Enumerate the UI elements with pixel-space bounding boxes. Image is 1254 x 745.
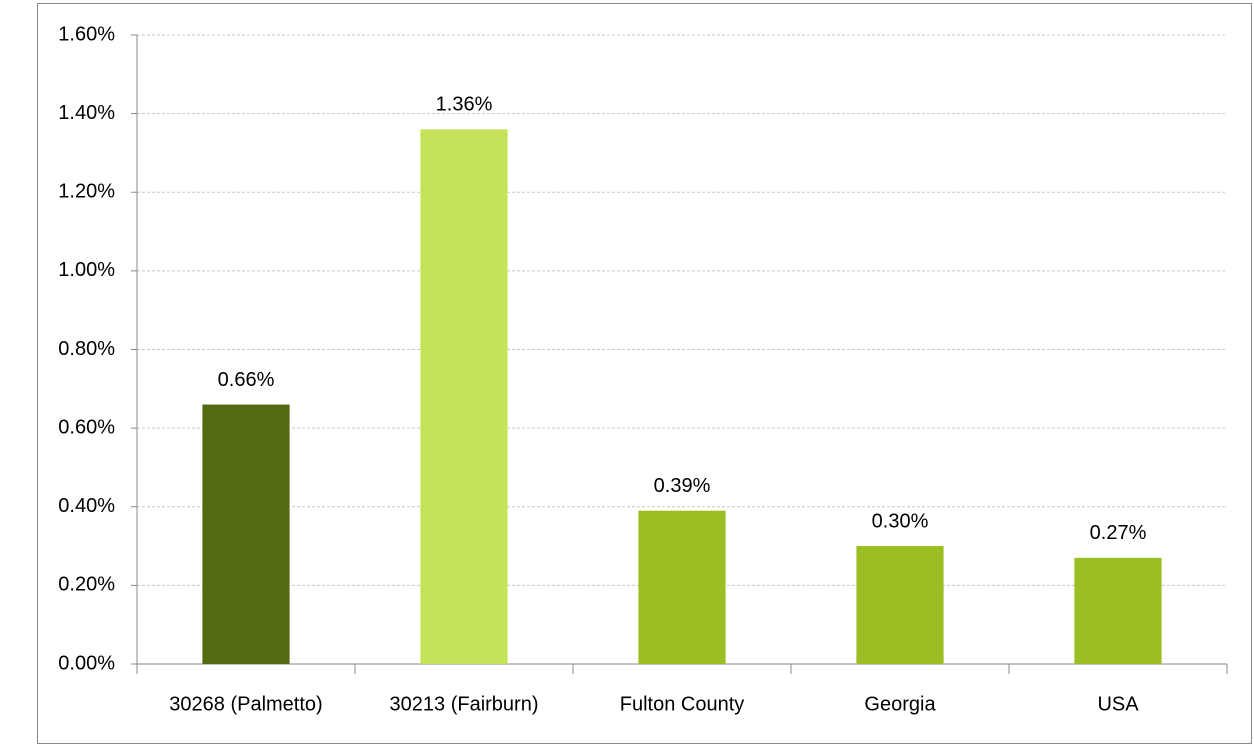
- y-tick-label: 1.20%: [58, 181, 115, 203]
- data-label: 0.27%: [1090, 522, 1147, 544]
- data-label: 0.30%: [872, 510, 929, 532]
- bar: [1074, 557, 1162, 664]
- y-tick-label: 1.60%: [58, 23, 115, 45]
- bar: [856, 546, 944, 664]
- y-tick-label: 1.40%: [58, 102, 115, 124]
- chart-border: [37, 3, 1252, 744]
- data-label: 1.36%: [436, 94, 493, 116]
- data-label: 0.66%: [218, 369, 275, 391]
- y-tick-label: 0.60%: [58, 416, 115, 438]
- y-tick-label: 0.00%: [58, 652, 115, 674]
- bar: [638, 510, 726, 664]
- x-tick-label: Fulton County: [620, 693, 745, 715]
- x-tick-label: 30213 (Fairburn): [390, 693, 539, 715]
- bar: [420, 129, 508, 665]
- x-tick-label: 30268 (Palmetto): [169, 693, 322, 715]
- y-tick-label: 1.00%: [58, 259, 115, 281]
- data-label: 0.39%: [654, 475, 711, 497]
- y-tick-label: 0.20%: [58, 574, 115, 596]
- bar: [202, 404, 290, 664]
- x-tick-label: USA: [1097, 693, 1139, 715]
- y-tick-label: 0.80%: [58, 338, 115, 360]
- y-tick-label: 0.40%: [58, 495, 115, 517]
- x-tick-label: Georgia: [864, 693, 936, 715]
